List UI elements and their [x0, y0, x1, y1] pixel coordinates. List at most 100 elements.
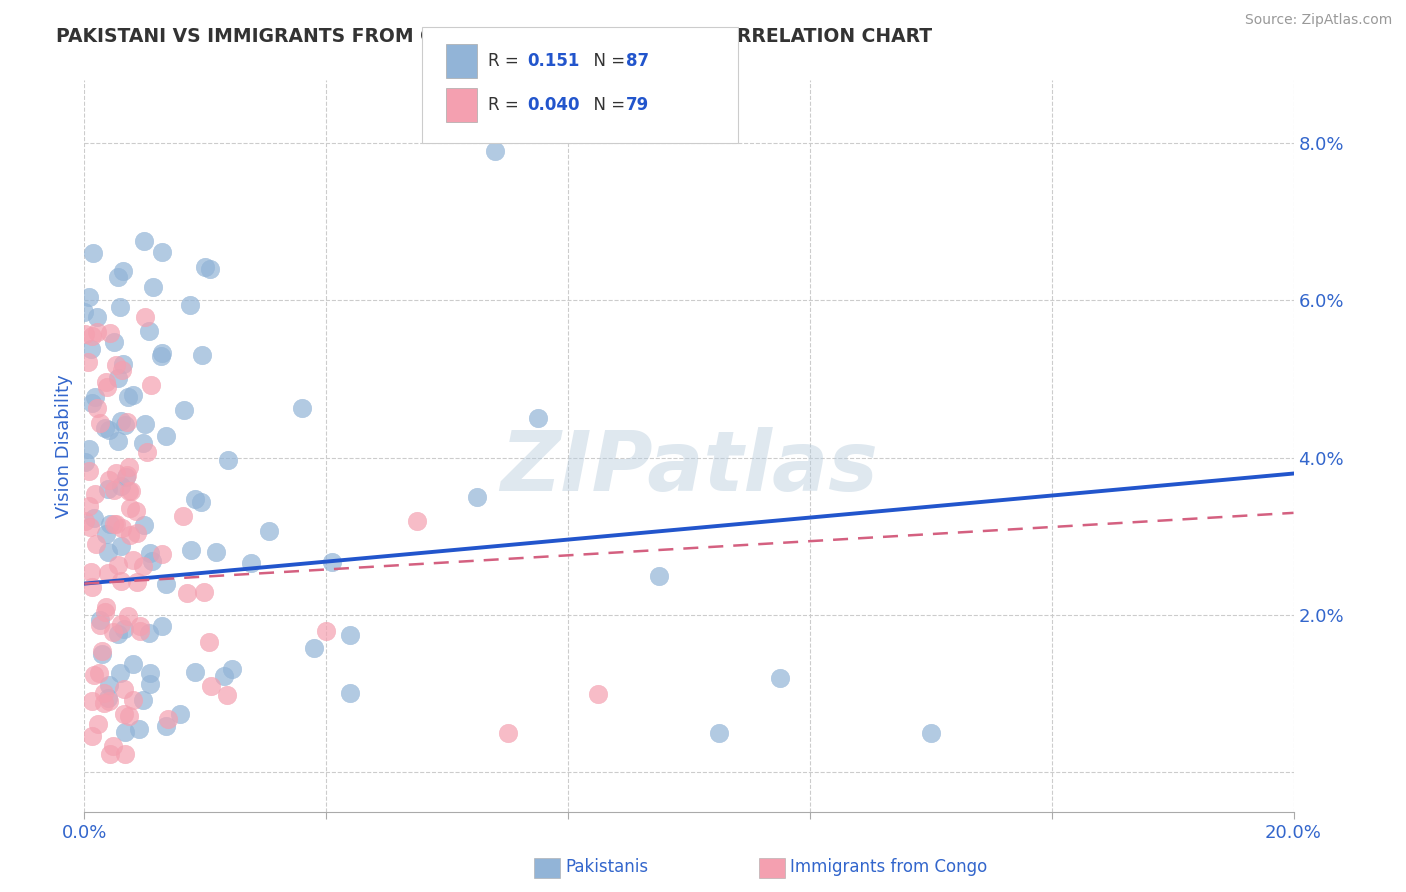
Point: [117, 390, 139, 404]
Point: [80, 580, 103, 594]
Text: N =: N =: [583, 96, 631, 114]
Point: [104, 516, 127, 531]
Point: [110, 414, 132, 428]
Point: [103, 516, 125, 531]
Point: [194, 260, 217, 274]
Point: [648, 568, 671, 582]
Point: [135, 445, 157, 459]
Point: [214, 669, 236, 683]
Point: [84, 536, 107, 550]
Point: [80, 342, 103, 356]
Point: [121, 387, 143, 401]
Point: [73, 326, 96, 341]
Point: [134, 517, 156, 532]
Point: [112, 706, 135, 721]
Point: [115, 469, 138, 483]
Text: R =: R =: [488, 96, 524, 114]
Point: [321, 555, 343, 569]
Point: [97, 474, 120, 488]
Point: [82, 245, 104, 260]
Point: [98, 517, 121, 532]
Point: [97, 545, 120, 559]
Point: [125, 575, 148, 590]
Point: [87, 717, 110, 731]
Point: [107, 270, 129, 285]
Point: [101, 739, 124, 754]
Point: [91, 647, 114, 661]
Point: [184, 491, 207, 506]
Point: [141, 378, 163, 392]
Point: [467, 490, 489, 504]
Point: [496, 726, 519, 740]
Point: [200, 679, 222, 693]
Text: Pakistanis: Pakistanis: [565, 858, 648, 876]
Point: [117, 609, 139, 624]
Point: [91, 644, 114, 658]
Point: [94, 421, 117, 435]
Point: [96, 376, 118, 390]
Point: [83, 668, 105, 682]
Point: [89, 618, 111, 632]
Point: [101, 625, 124, 640]
Point: [98, 678, 121, 692]
Point: [110, 479, 132, 493]
Text: 0.151: 0.151: [527, 52, 579, 70]
Point: [173, 403, 195, 417]
Point: [179, 298, 201, 312]
Point: [118, 500, 141, 515]
Point: [709, 726, 731, 740]
Point: [112, 622, 135, 636]
Point: [406, 514, 429, 528]
Point: [114, 725, 136, 739]
Point: [73, 305, 96, 319]
Point: [155, 429, 177, 443]
Point: [339, 686, 361, 700]
Point: [198, 262, 221, 277]
Text: Source: ZipAtlas.com: Source: ZipAtlas.com: [1244, 13, 1392, 28]
Point: [107, 371, 129, 385]
Point: [83, 511, 105, 525]
Point: [107, 626, 129, 640]
Point: [80, 566, 103, 580]
Point: [484, 144, 506, 158]
Point: [82, 396, 104, 410]
Point: [86, 326, 108, 340]
Point: [107, 558, 129, 572]
Point: [94, 527, 117, 541]
Point: [89, 613, 111, 627]
Point: [108, 665, 131, 680]
Point: [157, 712, 180, 726]
Point: [93, 696, 115, 710]
Text: N =: N =: [583, 52, 631, 70]
Point: [114, 747, 136, 762]
Point: [131, 558, 153, 573]
Point: [769, 671, 792, 685]
Point: [103, 483, 125, 497]
Point: [139, 546, 162, 560]
Point: [588, 687, 610, 701]
Point: [97, 690, 120, 705]
Point: [110, 574, 132, 589]
Point: [80, 694, 103, 708]
Point: [129, 619, 152, 633]
Point: [129, 624, 152, 638]
Point: [221, 662, 243, 676]
Point: [114, 418, 136, 433]
Point: [112, 681, 135, 696]
Point: [73, 514, 96, 528]
Point: [108, 300, 131, 314]
Text: R =: R =: [488, 52, 524, 70]
Point: [77, 442, 100, 456]
Point: [77, 465, 100, 479]
Point: [315, 624, 337, 638]
Point: [118, 484, 141, 499]
Y-axis label: Vision Disability: Vision Disability: [55, 374, 73, 518]
Point: [80, 329, 103, 343]
Point: [217, 452, 239, 467]
Point: [291, 401, 314, 415]
Point: [339, 628, 361, 642]
Point: [134, 417, 156, 431]
Point: [107, 434, 129, 448]
Point: [118, 528, 141, 542]
Point: [77, 355, 100, 369]
